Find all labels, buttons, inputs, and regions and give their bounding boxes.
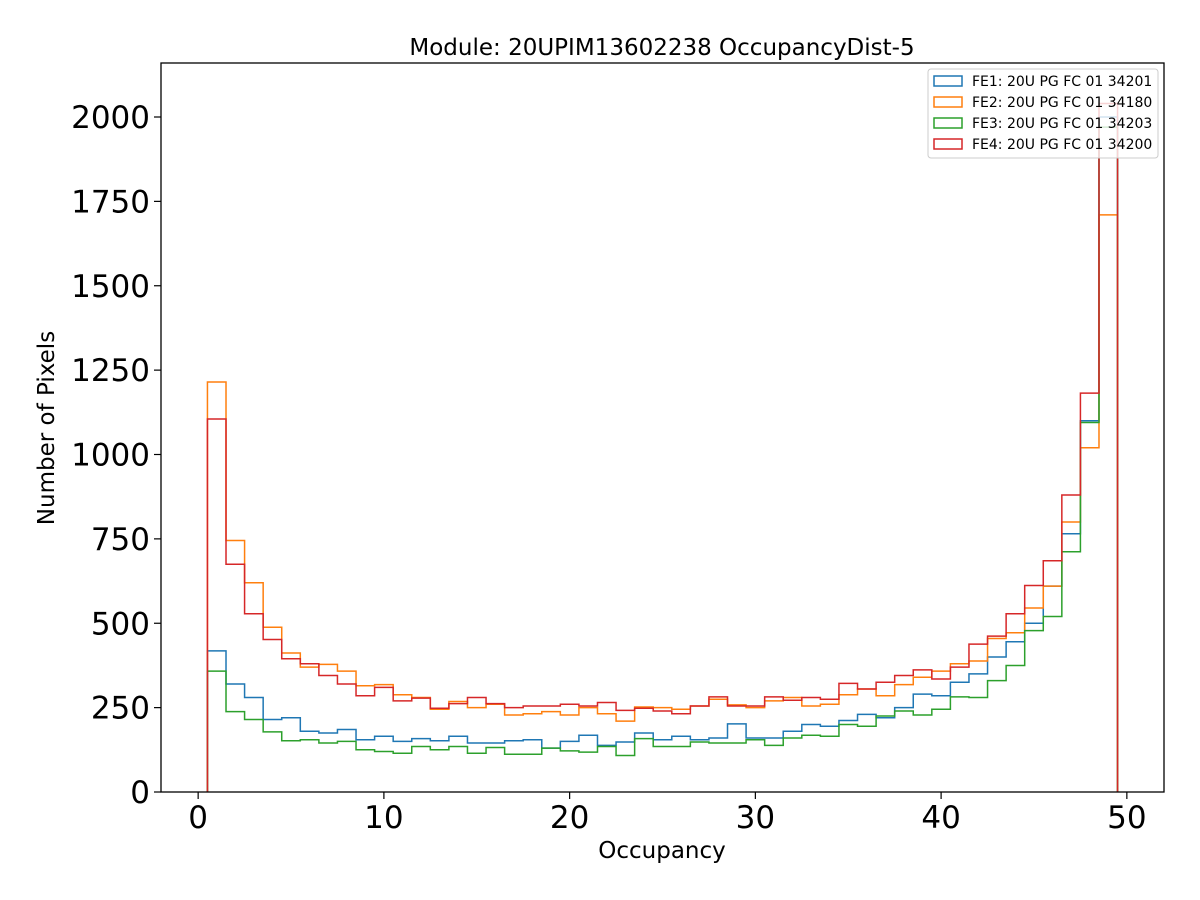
legend-label-fe1: FE1: 20U PG FC 01 34201 bbox=[972, 74, 1152, 90]
legend-swatch-fe3 bbox=[933, 117, 963, 129]
histogram-series-fe1 bbox=[206, 116, 1119, 792]
y-tick-label: 250 bbox=[91, 691, 150, 727]
x-tick-label: 20 bbox=[550, 800, 589, 836]
x-tick-label: 10 bbox=[364, 800, 403, 836]
legend: FE1: 20U PG FC 01 34201 FE2: 20U PG FC 01… bbox=[927, 68, 1159, 159]
y-tick-label: 1250 bbox=[71, 353, 150, 389]
histogram-series-fe4 bbox=[206, 102, 1119, 792]
legend-swatch-fe2 bbox=[933, 96, 963, 108]
legend-box bbox=[927, 68, 1159, 159]
y-axis-label: Number of Pixels bbox=[34, 331, 60, 525]
histogram-series-layer bbox=[206, 102, 1119, 792]
x-tick-label: 0 bbox=[188, 800, 208, 836]
legend-label-fe3: FE3: 20U PG FC 01 34203 bbox=[972, 116, 1152, 132]
legend-label-fe2: FE2: 20U PG FC 01 34180 bbox=[972, 95, 1152, 111]
chart-title: Module: 20UPIM13602238 OccupancyDist-5 bbox=[409, 35, 914, 61]
legend-swatch-fe4 bbox=[933, 138, 963, 150]
x-tick-label: 30 bbox=[736, 800, 775, 836]
y-tick-label: 750 bbox=[91, 522, 150, 558]
y-tick-label: 500 bbox=[91, 606, 150, 642]
y-tick-label: 2000 bbox=[71, 100, 150, 136]
legend-label-fe4: FE4: 20U PG FC 01 34200 bbox=[972, 137, 1152, 153]
x-tick-label: 40 bbox=[921, 800, 960, 836]
x-axis-label: Occupancy bbox=[598, 838, 726, 864]
y-tick-label: 1000 bbox=[71, 438, 150, 474]
y-tick-label: 1500 bbox=[71, 269, 150, 305]
x-axis-ticks: 0 10 20 30 40 50 bbox=[188, 792, 1147, 836]
x-tick-label: 50 bbox=[1107, 800, 1146, 836]
y-axis-ticks: 0 250 500 750 1000 1250 1500 1750 2000 bbox=[71, 100, 161, 811]
y-tick-label: 1750 bbox=[71, 184, 150, 220]
y-tick-label: 0 bbox=[130, 775, 150, 811]
legend-swatch-fe1 bbox=[933, 75, 963, 87]
plot-area-frame bbox=[160, 62, 1165, 793]
histogram-series-fe3 bbox=[206, 126, 1119, 792]
